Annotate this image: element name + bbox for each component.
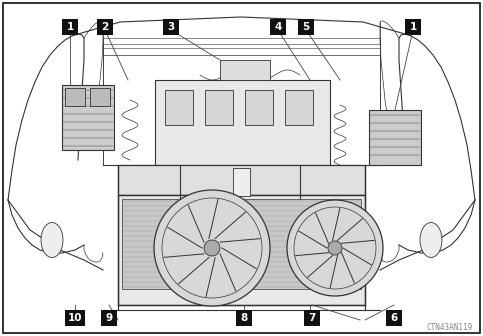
Bar	[285, 90, 313, 125]
Text: 4: 4	[274, 22, 282, 32]
FancyBboxPatch shape	[236, 310, 252, 326]
FancyBboxPatch shape	[304, 310, 320, 326]
Ellipse shape	[41, 222, 63, 257]
FancyBboxPatch shape	[386, 310, 402, 326]
Circle shape	[154, 190, 270, 306]
Bar	[233, 168, 250, 196]
Bar	[118, 195, 365, 305]
Text: 5: 5	[302, 22, 310, 32]
FancyBboxPatch shape	[405, 19, 421, 35]
Bar	[369, 110, 421, 165]
Text: CTN43AN119: CTN43AN119	[427, 323, 473, 332]
Bar	[245, 90, 273, 125]
Text: 2: 2	[101, 22, 109, 32]
Bar	[220, 60, 270, 80]
Bar	[165, 90, 193, 125]
FancyBboxPatch shape	[163, 19, 179, 35]
FancyBboxPatch shape	[65, 310, 85, 326]
FancyBboxPatch shape	[97, 19, 113, 35]
Bar	[62, 85, 114, 150]
FancyBboxPatch shape	[298, 19, 314, 35]
Circle shape	[287, 200, 383, 296]
Text: 6: 6	[390, 313, 398, 323]
Text: 7: 7	[308, 313, 316, 323]
FancyBboxPatch shape	[62, 19, 78, 35]
Text: 10: 10	[68, 313, 82, 323]
Bar	[122, 199, 361, 289]
Text: 8: 8	[241, 313, 248, 323]
Circle shape	[328, 241, 342, 255]
Bar	[155, 80, 330, 165]
FancyBboxPatch shape	[270, 19, 286, 35]
Bar	[118, 165, 365, 195]
Text: 1: 1	[410, 22, 417, 32]
Text: 1: 1	[66, 22, 73, 32]
FancyBboxPatch shape	[101, 310, 117, 326]
Bar	[90, 88, 110, 106]
Text: 3: 3	[168, 22, 175, 32]
Circle shape	[204, 240, 220, 256]
Bar	[65, 88, 85, 106]
Bar	[205, 90, 233, 125]
Ellipse shape	[420, 222, 442, 257]
Text: 9: 9	[105, 313, 113, 323]
